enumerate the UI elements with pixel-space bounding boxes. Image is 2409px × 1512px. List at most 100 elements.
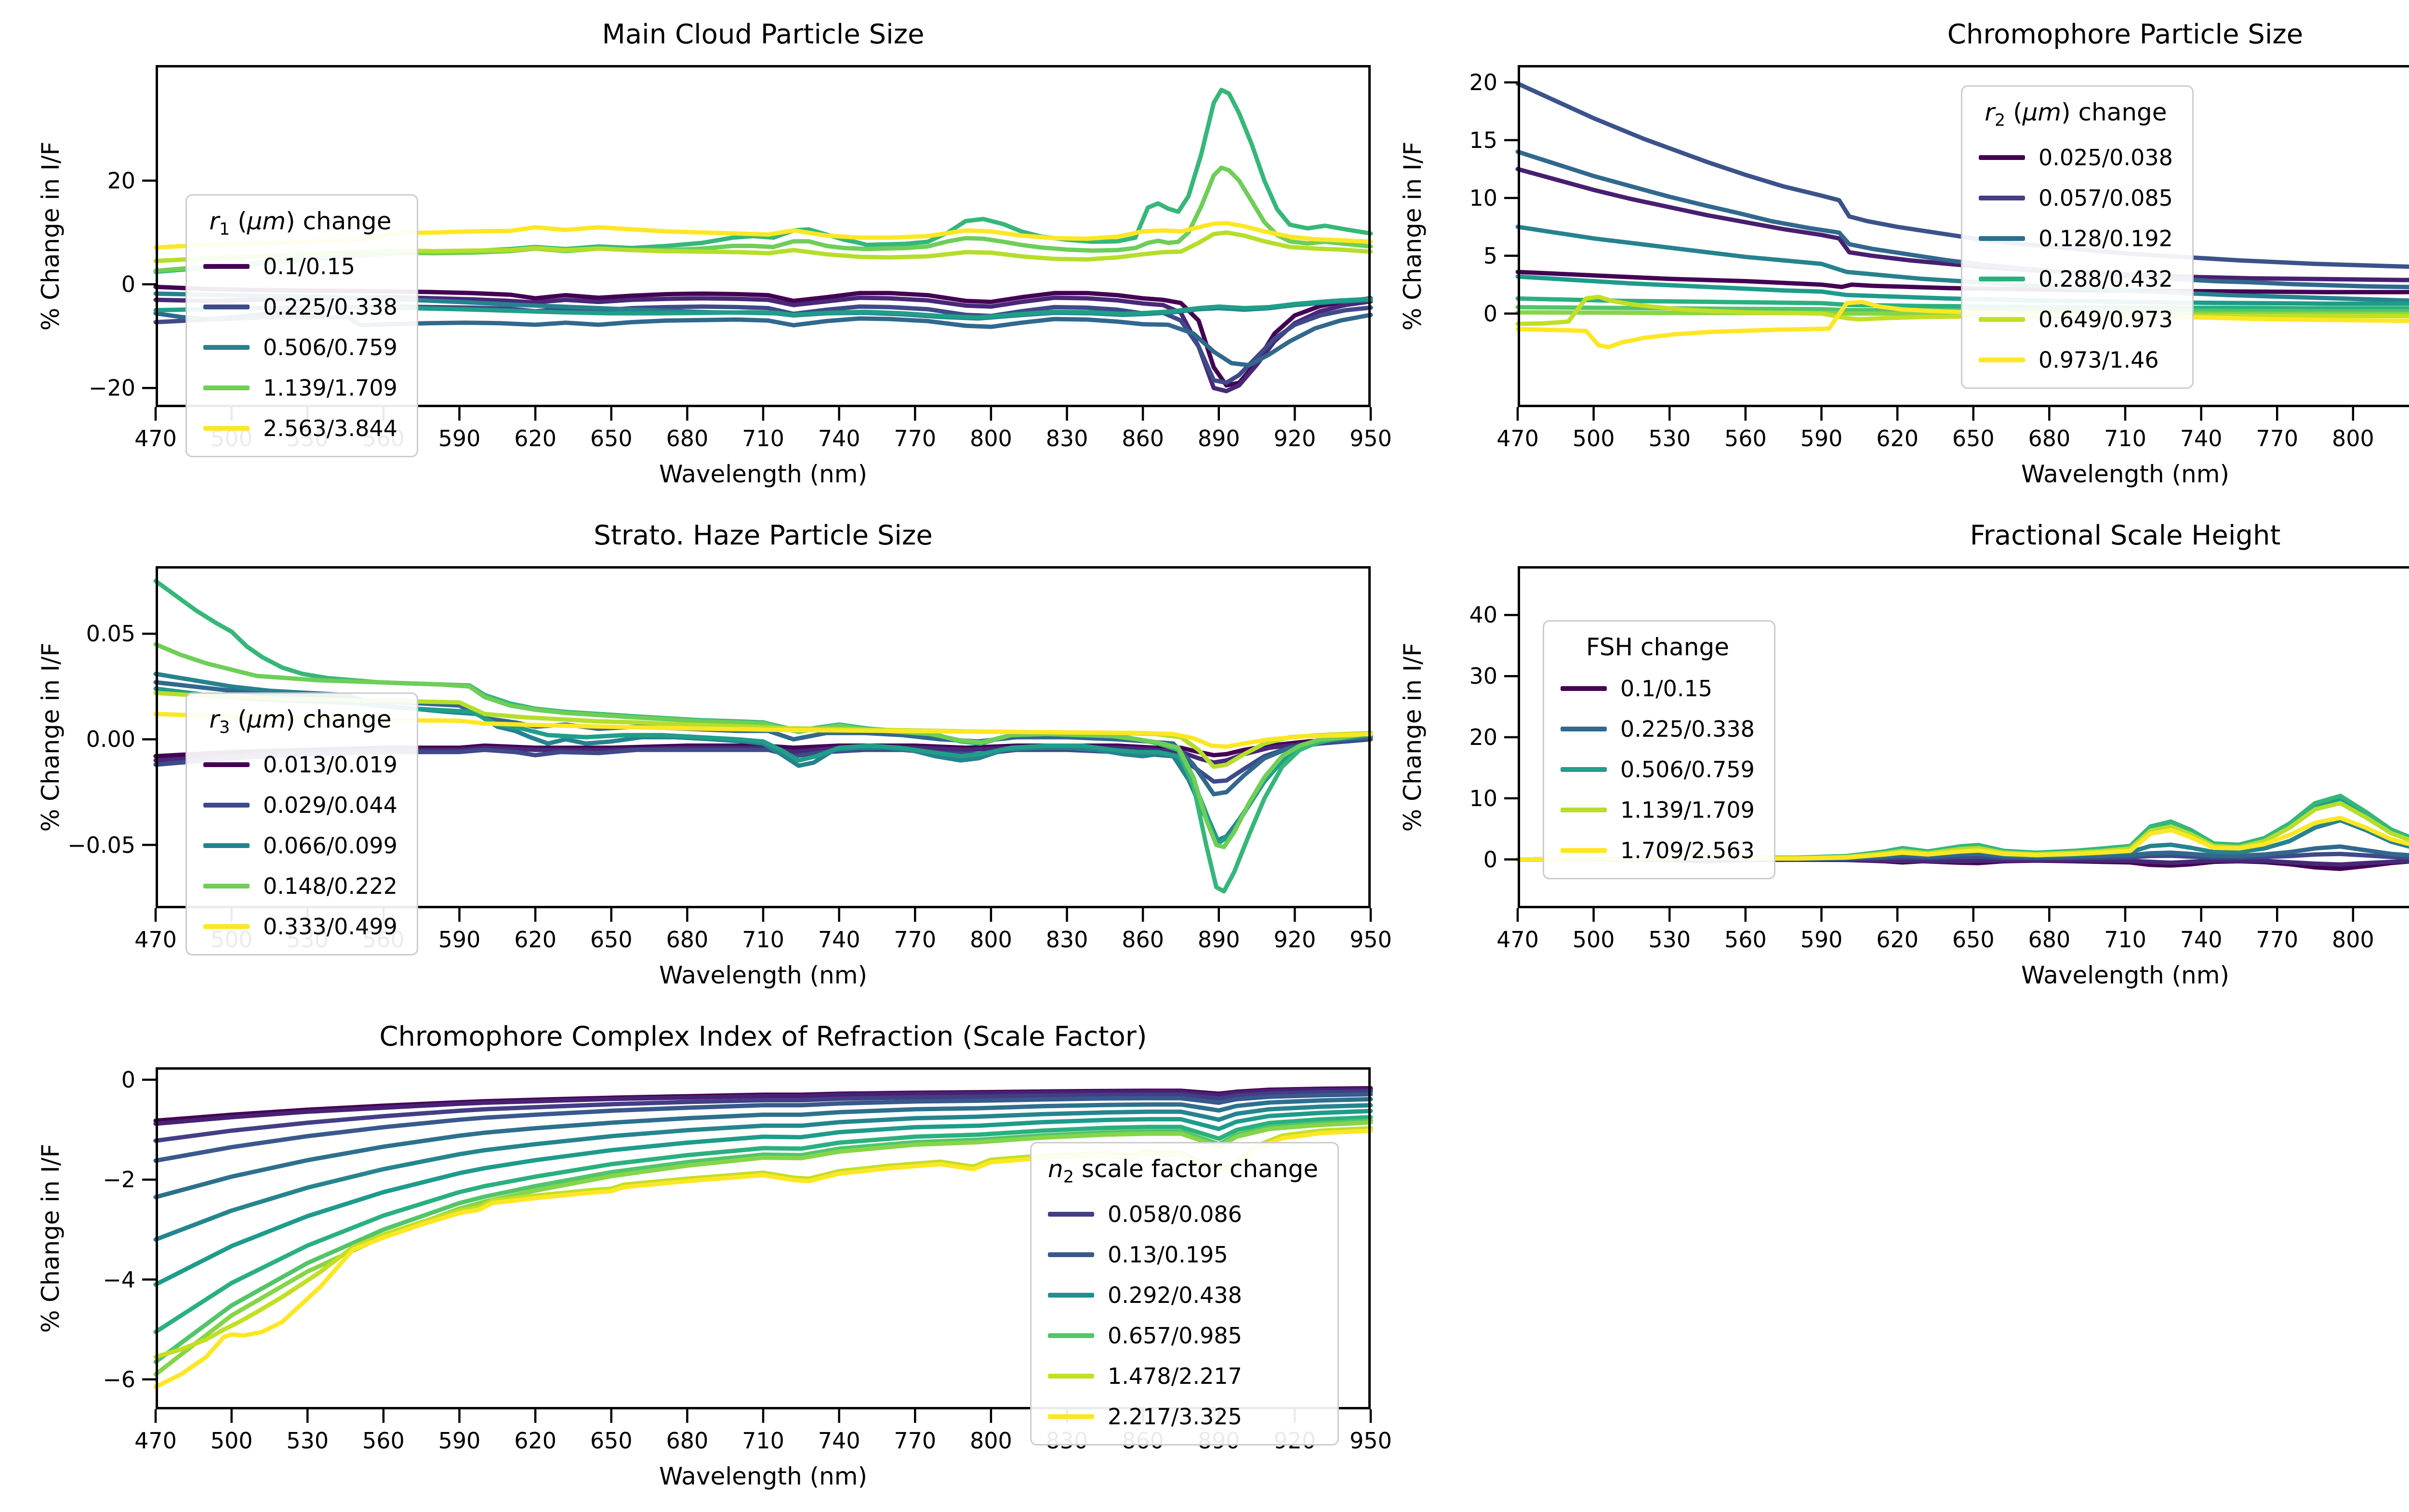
- x-tick-label: 740: [2180, 425, 2223, 451]
- legend-line-swatch: [1048, 1212, 1094, 1217]
- legend-item-label: 1.709/2.563: [1620, 837, 1755, 863]
- y-tick-label: −20: [88, 375, 135, 401]
- series-line: [153, 1103, 1373, 1242]
- y-axis-label: % Change in I/F: [1399, 642, 1427, 832]
- legend-item-label: 0.029/0.044: [263, 792, 397, 818]
- legend-line-swatch: [1979, 317, 2025, 322]
- legend-line-swatch: [203, 345, 250, 350]
- legend-item: 0.057/0.085: [1979, 185, 2173, 211]
- series-line: [1515, 305, 2409, 314]
- legend-line-swatch: [1561, 727, 1607, 731]
- x-tick-label: 680: [666, 927, 709, 953]
- x-tick-label: 470: [134, 1428, 177, 1454]
- legend-line-swatch: [203, 803, 250, 808]
- y-tick-label: 0: [1483, 300, 1497, 327]
- axes-frame: [156, 65, 1371, 407]
- legend-item: 1.139/1.709: [203, 375, 397, 401]
- legend-line-swatch: [1979, 196, 2025, 200]
- legend-item-label: 0.973/1.46: [2038, 347, 2159, 373]
- legend-line-swatch: [1048, 1414, 1094, 1419]
- x-tick-label: 560: [1724, 927, 1767, 953]
- legend-line-swatch: [203, 426, 250, 431]
- x-tick-label: 590: [1800, 927, 1843, 953]
- x-tick-label: 800: [969, 927, 1012, 953]
- x-tick-label: 920: [1273, 425, 1316, 451]
- legend-item: 2.217/3.325: [1048, 1404, 1318, 1430]
- series-line: [1515, 815, 2409, 862]
- legend-title: FSH change: [1586, 633, 1729, 661]
- legend-line-swatch: [203, 264, 250, 269]
- x-tick-label: 590: [438, 425, 481, 451]
- series-line: [1515, 225, 2409, 303]
- series-line: [153, 1109, 1373, 1287]
- legend-line-swatch: [1979, 358, 2025, 362]
- x-tick-label: 740: [818, 425, 860, 451]
- x-tick-label: 950: [1350, 425, 1392, 451]
- y-tick-label: −4: [103, 1266, 135, 1293]
- x-tick-label: 710: [742, 425, 784, 451]
- axes-frame: [156, 1067, 1371, 1409]
- x-tick-label: 920: [1273, 927, 1316, 953]
- y-tick-label: −0.05: [67, 832, 135, 858]
- y-axis-label: % Change in I/F: [37, 642, 65, 832]
- legend-item: 0.506/0.759: [1561, 756, 1755, 783]
- legend-line-swatch: [203, 884, 250, 889]
- x-tick-label: 500: [1572, 927, 1615, 953]
- y-tick-label: 20: [107, 167, 135, 194]
- x-tick-label: 950: [1350, 1428, 1392, 1454]
- legend-item: 0.649/0.973: [1979, 306, 2173, 332]
- x-tick-label: 470: [1496, 425, 1539, 451]
- series-line: [153, 1092, 1373, 1163]
- axes-area: [142, 65, 1373, 421]
- plot-title: Fractional Scale Height: [1970, 520, 2281, 551]
- x-tick-label: 710: [742, 927, 784, 953]
- series-line: [153, 1089, 1373, 1143]
- legend-item: 2.563/3.844: [203, 415, 397, 441]
- y-tick-label: 5: [1483, 242, 1497, 269]
- x-tick-label: 770: [2256, 425, 2299, 451]
- y-tick-label: 10: [1469, 785, 1497, 811]
- x-tick-label: 650: [1952, 927, 1995, 953]
- x-tick-label: 770: [894, 1428, 937, 1454]
- x-tick-label: 470: [134, 927, 177, 953]
- x-axis-label: Wavelength (nm): [2021, 961, 2229, 989]
- legend-item-label: 0.506/0.759: [1620, 756, 1755, 783]
- legend-item-label: 1.139/1.709: [263, 375, 397, 401]
- legend: r3 (μm) change 0.013/0.019 0.029/0.044 0.06…: [185, 692, 418, 955]
- x-tick-label: 650: [1952, 425, 1995, 451]
- y-axis-label: % Change in I/F: [1399, 141, 1427, 331]
- legend-line-swatch: [203, 843, 250, 848]
- x-tick-label: 500: [1572, 425, 1615, 451]
- x-tick-label: 770: [894, 927, 937, 953]
- x-tick-label: 710: [742, 1428, 784, 1454]
- axes-area: [1504, 566, 2409, 922]
- x-tick-label: 470: [1496, 927, 1539, 953]
- y-tick-label: 20: [1469, 724, 1497, 750]
- legend-line-swatch: [1979, 277, 2025, 281]
- legend-item: 0.1/0.15: [203, 253, 397, 279]
- legend-item-label: 2.563/3.844: [263, 415, 397, 441]
- legend-item-label: 0.657/0.985: [1108, 1323, 1242, 1349]
- legend-item: 0.225/0.338: [203, 294, 397, 320]
- y-tick-label: 0: [121, 1066, 135, 1093]
- x-axis-label: Wavelength (nm): [2021, 460, 2229, 488]
- legend-item-label: 0.333/0.499: [263, 914, 397, 940]
- series-line: [1515, 857, 2409, 867]
- legend-line-swatch: [203, 924, 250, 929]
- y-tick-label: 10: [1469, 185, 1497, 211]
- legend-item: 0.657/0.985: [1048, 1323, 1318, 1349]
- legend-item: 0.225/0.338: [1561, 716, 1755, 742]
- legend-line-swatch: [1561, 767, 1607, 772]
- x-tick-label: 680: [666, 425, 709, 451]
- x-tick-label: 830: [2408, 927, 2409, 953]
- legend-line-swatch: [1048, 1333, 1094, 1338]
- x-tick-label: 680: [2028, 927, 2071, 953]
- x-tick-label: 500: [210, 1428, 253, 1454]
- x-tick-label: 650: [590, 1428, 633, 1454]
- legend-item: 0.973/1.46: [1979, 347, 2173, 373]
- legend-item-label: 2.217/3.325: [1108, 1404, 1242, 1430]
- y-tick-label: 40: [1469, 602, 1497, 628]
- legend-item: 1.139/1.709: [1561, 797, 1755, 823]
- x-tick-label: 680: [666, 1428, 709, 1454]
